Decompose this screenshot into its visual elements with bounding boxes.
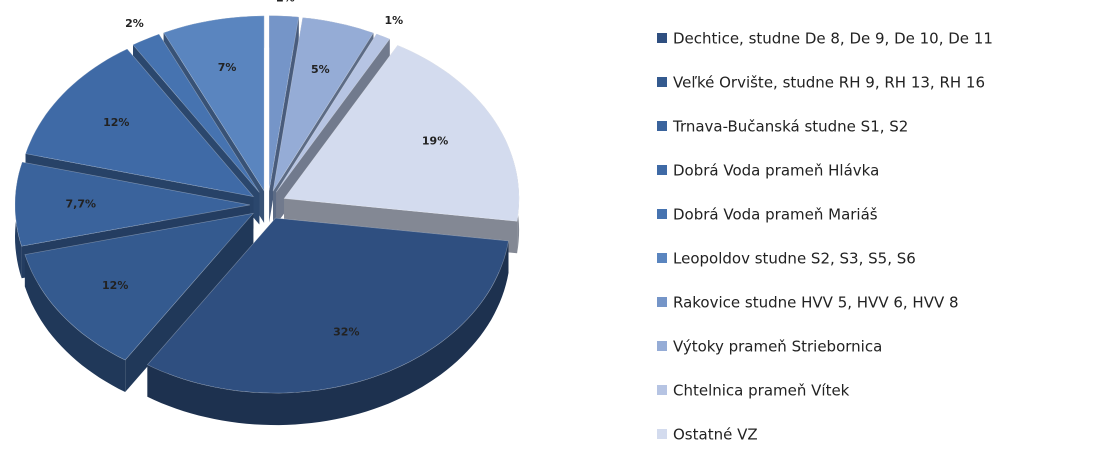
slice-labels: 32% 12% 7,7% 12% 2% 7% 2% 5% 1% 19% [66,0,449,339]
legend-swatch [657,341,667,351]
legend-label: Dobrá Voda prameň Hlávka [673,162,879,180]
slice [163,15,265,192]
legend-swatch [657,385,667,395]
legend-swatch [657,429,667,439]
legend-swatch [657,165,667,175]
slice [275,33,391,193]
slice [146,217,509,394]
legend-swatch [657,77,667,87]
legend-label: Leopoldov studne S2, S3, S5, S6 [673,250,916,268]
legend-label: Rakovice studne HVV 5, HVV 6, HVV 8 [673,294,959,312]
data-label: 32% [333,326,359,339]
slice-side [24,254,126,392]
slice [14,161,251,247]
slice [25,48,255,198]
slice [24,212,255,361]
data-label: 12% [103,116,129,129]
legend-label: Veľké Orvište, studne RH 9, RH 13, RH 16 [673,74,985,92]
legend-swatch [657,297,667,307]
data-label: 2% [125,17,144,30]
legend-label: Výtoky prameň Striebornica [673,338,882,356]
data-label: 12% [102,279,128,292]
legend-swatch [657,253,667,263]
slice-tops [14,15,520,394]
slice [268,15,300,191]
slice-side [125,213,254,392]
slice [272,17,374,192]
data-label: 7,7% [66,197,97,210]
data-label: 1% [385,14,404,27]
data-label: 7% [218,61,237,74]
legend-label: Dechtice, studne De 8, De 9, De 10, De 1… [673,30,993,48]
data-label: 19% [422,135,448,148]
data-label: 2% [276,0,295,5]
legend-swatch [657,33,667,43]
slice [132,33,260,193]
slice [283,44,520,222]
data-label: 5% [311,63,330,76]
legend-swatch [657,121,667,131]
slice-side [147,240,509,426]
legend-label: Ostatné VZ [673,426,758,444]
legend-label: Dobrá Voda prameň Mariáš [673,206,878,224]
legend-label: Chtelnica prameň Vítek [673,382,850,400]
legend-label: Trnava-Bučanská studne S1, S2 [672,118,908,136]
legend-swatch [657,209,667,219]
